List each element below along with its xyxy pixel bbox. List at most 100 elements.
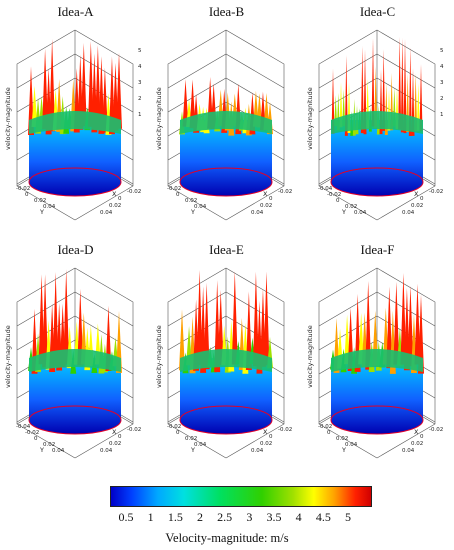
y-axis-label: Y <box>341 446 346 454</box>
velocity-surface <box>28 269 122 374</box>
colorbar-tick: 3.5 <box>266 510 282 524</box>
colorbar-tick: 2 <box>197 510 203 524</box>
surface-spike <box>196 269 203 366</box>
surface-spike <box>49 38 56 132</box>
z-tick: 3 <box>138 80 142 86</box>
x-axis-label: X <box>414 190 419 198</box>
y-tick: -0.02 <box>167 186 181 192</box>
x-tick: -0.02 <box>278 427 292 433</box>
plot-panel: Idea-B velocity-magnitude -0.02 0 0.02 0.04 0.… <box>151 0 302 240</box>
y-axis-label: Y <box>39 446 44 454</box>
x-tick: 0.04 <box>100 210 113 216</box>
z-axis-label: velocity-magnitude <box>155 325 163 388</box>
x-tick: 0.02 <box>411 441 423 447</box>
x-tick: 0.02 <box>109 203 121 209</box>
x-axis-label: X <box>112 428 117 436</box>
panel-title: Idea-E <box>209 242 244 257</box>
base-rim <box>179 405 273 435</box>
surface-spike <box>403 38 407 134</box>
y-tick: 0.04 <box>354 210 367 216</box>
x-axis-label: X <box>263 428 268 436</box>
panel-title: Idea-B <box>208 4 245 19</box>
surface-spike <box>77 289 84 366</box>
plot-panel: Idea-F velocity-magnitude -0.02 0 0.02 0.04 0.… <box>302 238 453 478</box>
y-tick: 0 <box>336 198 340 204</box>
z-tick: 4 <box>440 64 444 70</box>
panel-title: Idea-D <box>57 242 94 257</box>
surface-band <box>331 111 423 134</box>
x-tick: 0.02 <box>260 441 272 447</box>
panel-title: Idea-C <box>359 4 396 19</box>
colorbar-gradient <box>110 486 372 507</box>
surface-spike <box>179 309 185 371</box>
surface-spike <box>400 37 404 133</box>
colorbar-tick: 1.5 <box>167 510 183 524</box>
surface-spike <box>398 36 402 130</box>
y-tick: 0.04 <box>345 442 358 448</box>
x-tick: 0.04 <box>402 448 415 454</box>
base-rim <box>179 167 273 197</box>
cylinder-body <box>331 358 423 434</box>
z-axis-label: velocity-magnitude <box>4 325 12 388</box>
y-tick: 0.02 <box>345 204 357 210</box>
surface-spike <box>116 52 122 129</box>
surface-spike <box>217 289 224 366</box>
z-tick: 4 <box>138 64 142 70</box>
colorbar-tick: 5 <box>345 510 351 524</box>
y-tick: 0 <box>176 430 180 436</box>
z-tick: 3 <box>440 80 444 86</box>
y-tick: 0 <box>34 436 38 442</box>
y-tick: 0 <box>327 430 331 436</box>
x-tick: 0.04 <box>100 448 113 454</box>
surface-spike <box>400 273 407 365</box>
x-tick: 0 <box>118 196 122 202</box>
y-tick: 0.02 <box>185 436 197 442</box>
z-tick: 2 <box>138 96 142 102</box>
y-tick: 0 <box>176 192 180 198</box>
colorbar-ticks: 0.5 1 1.5 2 2.5 3 3.5 4 4.5 5 <box>110 510 372 526</box>
z-tick: 5 <box>138 48 142 54</box>
surface-band <box>29 349 121 372</box>
cylinder-body <box>29 120 121 196</box>
colorbar-label: Velocity-magnitude: m/s <box>165 531 289 545</box>
y-tick: 0.04 <box>52 448 65 454</box>
velocity-surface <box>179 77 273 136</box>
y-tick: 0.04 <box>194 442 207 448</box>
x-tick: -0.02 <box>278 189 292 195</box>
x-tick: 0 <box>118 434 122 440</box>
y-tick: -0.04 <box>16 424 31 430</box>
y-tick: -0.02 <box>318 424 332 430</box>
surface-spike <box>414 283 421 365</box>
x-tick: -0.02 <box>127 189 141 195</box>
colorbar-tick: 3 <box>246 510 253 524</box>
z-axis-label: velocity-magnitude <box>306 325 314 388</box>
velocity-surface <box>179 269 273 374</box>
surface-plot: velocity-magnitude-0.0200.020.040.040.02… <box>306 267 443 459</box>
y-axis-label: Y <box>190 208 195 216</box>
surface-spike <box>360 46 364 134</box>
colorbar-tick: 4.5 <box>315 510 331 524</box>
y-tick: -0.02 <box>16 186 30 192</box>
surface-spike <box>414 73 418 132</box>
surface-spike <box>371 38 375 127</box>
surface-spike <box>87 41 94 127</box>
plot-panel: Idea-A velocity-magnitude 5 4 3 2 1 -0.02 0 0.02 0… <box>0 0 151 240</box>
base-rim <box>330 405 424 435</box>
surface-band <box>180 111 272 134</box>
z-tick: 1 <box>138 112 142 118</box>
y-axis-label: Y <box>341 208 346 216</box>
colorbar-tick: 4 <box>295 510 302 524</box>
velocity-surface <box>28 38 122 136</box>
x-tick: 0.02 <box>411 203 423 209</box>
x-tick: 0.04 <box>251 210 264 216</box>
surface-spike <box>42 274 49 368</box>
surface-plot: velocity-magnitude-0.0200.020.040.040.02… <box>155 267 292 459</box>
colorbar: 0.5 1 1.5 2 2.5 3 3.5 4 4.5 5 <box>110 486 372 526</box>
x-axis-label: X <box>263 190 268 198</box>
x-axis-label: X <box>414 428 419 436</box>
colorbar-tick: 0.5 <box>118 510 134 524</box>
y-tick: 0.04 <box>194 204 207 210</box>
x-tick: 0 <box>420 196 424 202</box>
surface-plot: velocity-magnitude54321-0.0200.020.040.0… <box>4 29 142 221</box>
